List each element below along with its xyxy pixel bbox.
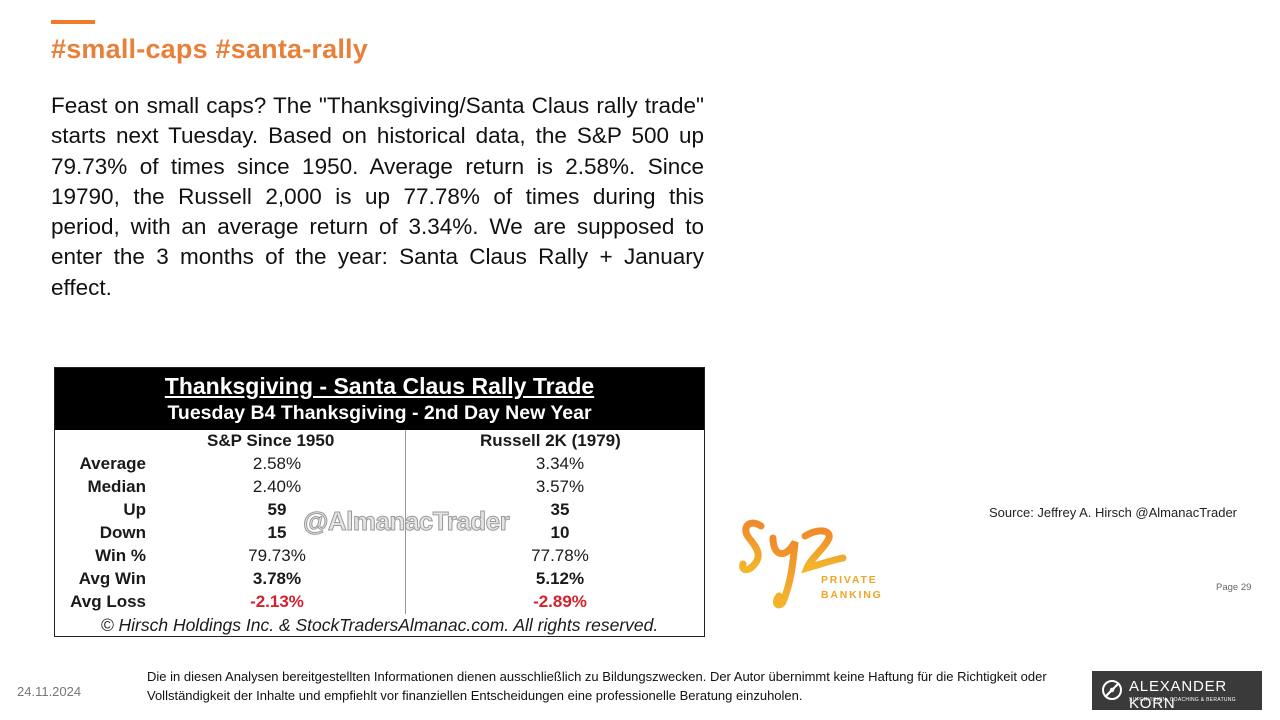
column-header-sp: S&P Since 1950 bbox=[207, 431, 335, 450]
slide-body-text: Feast on small caps? The "Thanksgiving/S… bbox=[51, 93, 704, 300]
cell-russell: 10 bbox=[550, 523, 570, 542]
watermark-text: @AlmanacTrader bbox=[302, 506, 510, 537]
footer-date: 24.11.2024 bbox=[17, 684, 82, 699]
row-label: Median bbox=[87, 477, 146, 496]
cell-russell: 77.78% bbox=[531, 546, 589, 565]
alexander-korn-badge: ALEXANDER KORN SUPERVISION, COACHING & B… bbox=[1092, 671, 1262, 712]
logo-line-1: PRIVATE bbox=[821, 574, 878, 586]
row-label: Down bbox=[99, 523, 146, 542]
logo-line-2: BANKING bbox=[821, 589, 883, 601]
cell-sp: 79.73% bbox=[248, 546, 306, 565]
cell-russell: -2.89% bbox=[533, 592, 587, 611]
footer-disclaimer: Die in diesen Analysen bereitgestellten … bbox=[147, 669, 1047, 703]
cell-russell: 3.57% bbox=[535, 477, 585, 496]
row-label: Win % bbox=[95, 546, 146, 565]
syz-logo-icon bbox=[739, 519, 847, 609]
table-title: Thanksgiving - Santa Claus Rally Trade bbox=[164, 373, 595, 399]
rally-stats-table: Thanksgiving - Santa Claus Rally Trade T… bbox=[54, 367, 705, 637]
compass-icon bbox=[1102, 680, 1122, 700]
column-divider bbox=[405, 430, 406, 614]
row-label: Average bbox=[79, 454, 146, 473]
table-subtitle: Tuesday B4 Thanksgiving - 2nd Day New Ye… bbox=[167, 402, 592, 424]
cell-sp: 2.58% bbox=[252, 454, 302, 473]
source-caption: Source: Jeffrey A. Hirsch @AlmanacTrader bbox=[989, 505, 1238, 520]
page-number: Page 29 bbox=[1216, 582, 1252, 593]
column-header-russell: Russell 2K (1979) bbox=[480, 431, 621, 450]
cell-sp: 3.78% bbox=[252, 569, 302, 588]
cell-russell: 3.34% bbox=[535, 454, 585, 473]
slide-title: #small-caps #santa-rally bbox=[51, 34, 368, 64]
cell-sp: 15 bbox=[267, 523, 287, 542]
row-label: Up bbox=[123, 500, 146, 519]
row-label: Avg Loss bbox=[70, 592, 146, 611]
cell-sp: -2.13% bbox=[250, 592, 304, 611]
cell-sp: 2.40% bbox=[252, 477, 302, 496]
logo-text: PRIVATE BANKING bbox=[821, 573, 883, 603]
row-label: Avg Win bbox=[78, 569, 146, 588]
title-accent-bar bbox=[51, 20, 95, 24]
cell-russell: 5.12% bbox=[535, 569, 585, 588]
badge-tagline: SUPERVISION, COACHING & BERATUNG bbox=[1129, 697, 1236, 703]
cell-russell: 35 bbox=[550, 500, 570, 519]
table-header: Thanksgiving - Santa Claus Rally Trade T… bbox=[55, 368, 704, 430]
table-copyright: © Hirsch Holdings Inc. & StockTradersAlm… bbox=[100, 615, 659, 635]
cell-sp: 59 bbox=[267, 500, 287, 519]
badge-name: ALEXANDER KORN bbox=[1129, 678, 1228, 712]
